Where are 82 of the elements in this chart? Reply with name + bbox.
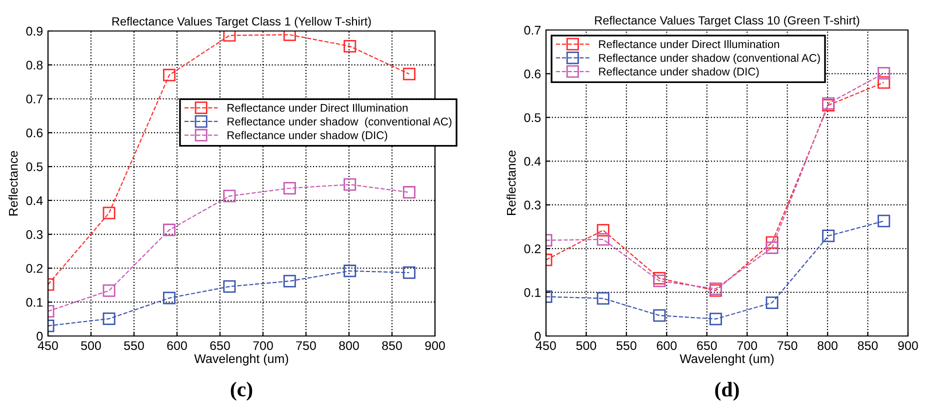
x-tick-label: 550: [616, 341, 636, 350]
point: [102, 206, 116, 220]
y-tick-label: 0.2: [26, 264, 43, 273]
chart-title: Reflectance Values Target Class 10 (Green T-shirt): [595, 16, 860, 27]
point: [653, 274, 666, 288]
y-tick-label: 0.4: [524, 156, 541, 166]
y-tick-label: 0.1: [26, 298, 43, 307]
x-tick-label: 800: [818, 341, 838, 350]
chart-title: Reflectance Values Target Class 1 (Yellow T-shirt): [112, 16, 371, 28]
point: [878, 214, 890, 228]
x-tick-label: 850: [858, 341, 878, 350]
point: [102, 284, 116, 297]
point: [402, 266, 416, 279]
legend-label: Reflectance under shadow (DIC): [599, 67, 759, 78]
legend-label: Reflectance under shadow (conventional AC): [228, 117, 452, 128]
point: [283, 182, 296, 194]
point: [344, 178, 356, 191]
text: (d): [715, 382, 739, 401]
point: [344, 40, 356, 52]
x-tick-label: 500: [576, 341, 596, 350]
y-tick-label: 0.1: [524, 288, 541, 297]
y-tick-label: 0.8: [26, 60, 43, 70]
legend-label: Reflectance under Direct Illumination: [228, 104, 408, 112]
x-tick-label: 650: [697, 341, 717, 350]
point: [709, 312, 722, 326]
point: [402, 68, 416, 80]
x-tick-label: 800: [339, 341, 359, 350]
y-tick-label: 0.3: [524, 200, 541, 210]
point: [283, 31, 296, 41]
y-tick-label: 0.7: [524, 26, 541, 35]
y-tick-label: 0.9: [26, 26, 43, 36]
x-axis-title: Wavelenght (um): [194, 354, 288, 366]
y-axis-title: Reflectance: [506, 150, 516, 215]
x-tick-label: 750: [296, 341, 316, 350]
x-tick-label: 850: [382, 341, 402, 350]
point: [163, 292, 176, 304]
text: (c): [230, 382, 252, 401]
point: [223, 31, 236, 42]
y-tick-label: 0.6: [524, 70, 541, 78]
y-tick-label: 0.5: [26, 162, 43, 172]
point: [653, 309, 666, 322]
point: [878, 67, 890, 80]
x-tick-label: 650: [210, 341, 230, 350]
x-tick-label: 700: [737, 341, 758, 350]
x-tick-label: 600: [656, 341, 677, 350]
y-tick-label: 0.3: [26, 230, 43, 239]
y-tick-label: 0.7: [26, 94, 43, 104]
point: [163, 68, 176, 82]
point: [596, 292, 610, 305]
y-tick-label: 0.5: [524, 113, 541, 122]
x-tick-label: 550: [124, 341, 144, 350]
x-tick-label: 450: [38, 341, 58, 350]
point: [283, 274, 296, 288]
y-tick-label: 0.6: [26, 128, 43, 138]
legend-label: Reflectance under shadow (conventional AC): [599, 54, 820, 64]
y-axis-title: Reflectance: [8, 151, 18, 216]
y-tick-label: 0: [534, 332, 541, 341]
x-tick-label: 750: [778, 341, 798, 350]
point: [163, 224, 176, 236]
x-tick-label: 600: [167, 341, 187, 350]
point: [878, 76, 890, 89]
x-tick-label: 500: [81, 341, 101, 350]
x-tick-label: 900: [898, 341, 918, 350]
point: [766, 296, 778, 310]
y-tick-label: 0.4: [26, 196, 43, 206]
x-tick-label: 900: [425, 341, 445, 350]
point: [223, 190, 236, 202]
y-tick-label: 0: [36, 332, 43, 341]
point: [344, 264, 356, 278]
point: [102, 312, 116, 325]
legend-label: Reflectance under shadow (DIC): [228, 131, 388, 142]
point: [223, 280, 236, 293]
x-tick-label: 700: [253, 341, 273, 350]
point: [596, 233, 610, 246]
legend-label: Reflectance under Direct Illumination: [599, 40, 780, 48]
y-tick-label: 0.2: [524, 244, 541, 254]
x-tick-label: 450: [536, 341, 556, 350]
x-axis-title: Wavelenght (um): [680, 354, 774, 366]
point: [596, 224, 610, 236]
point: [766, 241, 778, 254]
point: [822, 230, 835, 242]
point: [402, 186, 416, 199]
